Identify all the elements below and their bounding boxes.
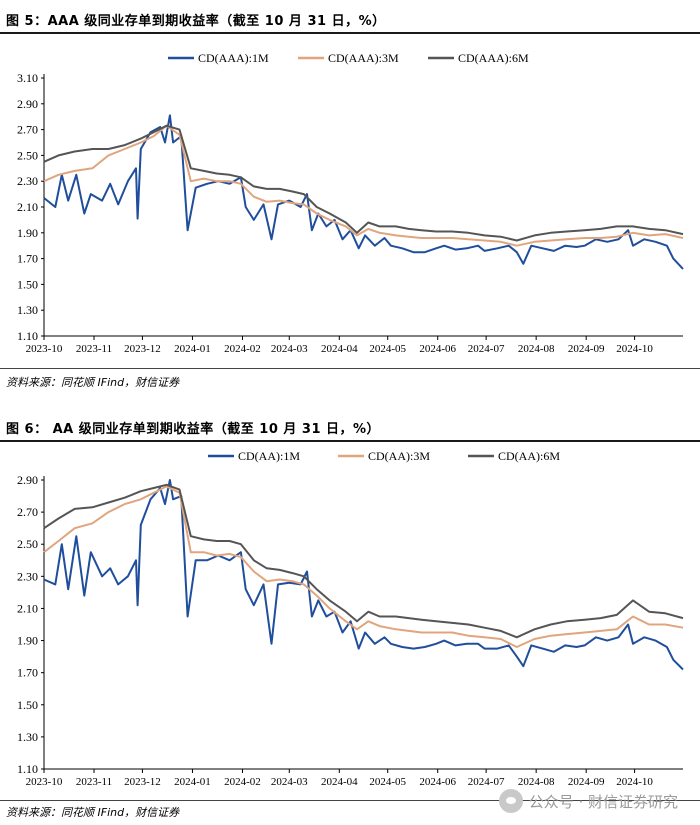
figure-6-source: 资料来源：同花顺 IFind，财信证券 bbox=[6, 806, 180, 819]
f6-x-tick-label: 2024-04 bbox=[321, 776, 358, 788]
f6-x-tick-label: 2023-10 bbox=[26, 776, 63, 788]
f6-legend-label-3: CD(AA):6M bbox=[498, 449, 560, 463]
f6-y-tick-label: 2.50 bbox=[17, 537, 38, 551]
f6-x-tick-label: 2024-08 bbox=[518, 776, 555, 788]
f5-x-tick-label: 2024-02 bbox=[224, 343, 261, 355]
f5-x-tick-label: 2024-01 bbox=[174, 343, 211, 355]
f6-x-tick-label: 2024-06 bbox=[419, 776, 456, 788]
f5-x-tick-label: 2023-10 bbox=[26, 343, 63, 355]
f5-x-tick-label: 2024-10 bbox=[616, 343, 653, 355]
f5-series-line-2 bbox=[43, 124, 684, 247]
f5-x-tick-label: 2024-03 bbox=[271, 343, 308, 355]
f5-series-line-1 bbox=[43, 114, 684, 270]
figure-5-top-rule bbox=[0, 32, 700, 34]
f5-y-tick-label: 1.50 bbox=[17, 277, 38, 291]
f5-y-tick-label: 1.30 bbox=[17, 303, 38, 317]
f5-y-tick-label: 2.10 bbox=[17, 200, 38, 214]
f6-y-tick-label: 2.10 bbox=[17, 601, 38, 615]
f5-legend-label-3: CD(AAA):6M bbox=[458, 51, 529, 65]
f5-x-tick-label: 2024-04 bbox=[321, 343, 358, 355]
watermark: 公众号 · 财信证券研究 bbox=[498, 789, 678, 813]
f5-y-tick-label: 2.50 bbox=[17, 148, 38, 162]
f5-series-line-3 bbox=[43, 124, 684, 242]
f6-y-tick-label: 1.30 bbox=[17, 730, 38, 744]
f5-y-tick-label: 2.90 bbox=[17, 97, 38, 111]
figure-5-source: 资料来源：同花顺 IFind，财信证券 bbox=[6, 376, 180, 389]
figure-5-title: 图 5：AAA 级同业存单到期收益率（截至 10 月 31 日，%） bbox=[6, 14, 386, 29]
wechat-icon bbox=[498, 789, 523, 813]
figure-6-bottom-rule bbox=[0, 800, 700, 801]
watermark-text: 公众号 · 财信证券研究 bbox=[528, 792, 678, 811]
f6-y-tick-label: 2.90 bbox=[17, 473, 38, 487]
f6-y-tick-label: 2.30 bbox=[17, 569, 38, 583]
f6-y-tick-label: 1.90 bbox=[17, 634, 38, 648]
figure-6-top-rule bbox=[0, 440, 700, 442]
f6-y-tick-label: 2.70 bbox=[17, 505, 38, 519]
f5-x-tick-label: 2024-05 bbox=[369, 343, 406, 355]
f5-x-tick-label: 2023-11 bbox=[76, 343, 112, 355]
f6-x-tick-label: 2024-10 bbox=[616, 776, 653, 788]
f6-x-tick-label: 2023-12 bbox=[124, 776, 161, 788]
f6-series-line-1 bbox=[43, 479, 684, 671]
figure-6-title: 图 6： AA 级同业存单到期收益率（截至 10 月 31 日，%） bbox=[6, 422, 381, 437]
f6-x-tick-label: 2024-02 bbox=[224, 776, 261, 788]
f5-y-tick-label: 2.30 bbox=[17, 174, 38, 188]
f6-y-tick-label: 1.10 bbox=[17, 762, 38, 776]
f5-y-tick-label: 2.70 bbox=[17, 123, 38, 137]
f5-y-tick-label: 1.70 bbox=[17, 252, 38, 266]
f6-x-tick-label: 2024-09 bbox=[568, 776, 605, 788]
f6-series-line-2 bbox=[43, 485, 684, 648]
f6-legend-label-2: CD(AA):3M bbox=[368, 449, 430, 463]
f6-y-tick-label: 1.50 bbox=[17, 698, 38, 712]
f6-x-tick-label: 2024-07 bbox=[468, 776, 505, 788]
f5-x-tick-label: 2023-12 bbox=[124, 343, 161, 355]
f5-x-tick-label: 2024-06 bbox=[419, 343, 456, 355]
f6-x-tick-label: 2024-05 bbox=[369, 776, 406, 788]
f6-legend-label-1: CD(AA):1M bbox=[238, 449, 300, 463]
f5-x-tick-label: 2024-08 bbox=[518, 343, 555, 355]
f6-x-tick-label: 2024-03 bbox=[271, 776, 308, 788]
figure-5-chart: 1.10 1.30 1.50 1.70 1.90 2.10 2.30 2.50 2.70 2.90… bbox=[17, 51, 684, 355]
f5-legend-label-1: CD(AAA):1M bbox=[198, 51, 269, 65]
f5-y-tick-label: 1.90 bbox=[17, 226, 38, 240]
figure-5-bottom-rule bbox=[0, 368, 700, 369]
f5-legend-label-2: CD(AAA):3M bbox=[328, 51, 399, 65]
f5-x-tick-label: 2024-07 bbox=[468, 343, 505, 355]
f6-series-line-3 bbox=[43, 483, 684, 639]
f6-x-tick-label: 2024-01 bbox=[174, 776, 211, 788]
f5-x-tick-label: 2024-09 bbox=[568, 343, 605, 355]
f5-y-tick-label: 1.10 bbox=[17, 329, 38, 343]
f6-x-tick-label: 2023-11 bbox=[76, 776, 112, 788]
figure-6-chart: 1.10 1.30 1.50 1.70 1.90 2.10 2.30 2.50 2.70 2.90… bbox=[17, 449, 684, 788]
f5-y-tick-label: 3.10 bbox=[17, 71, 38, 85]
f6-y-tick-label: 1.70 bbox=[17, 666, 38, 680]
